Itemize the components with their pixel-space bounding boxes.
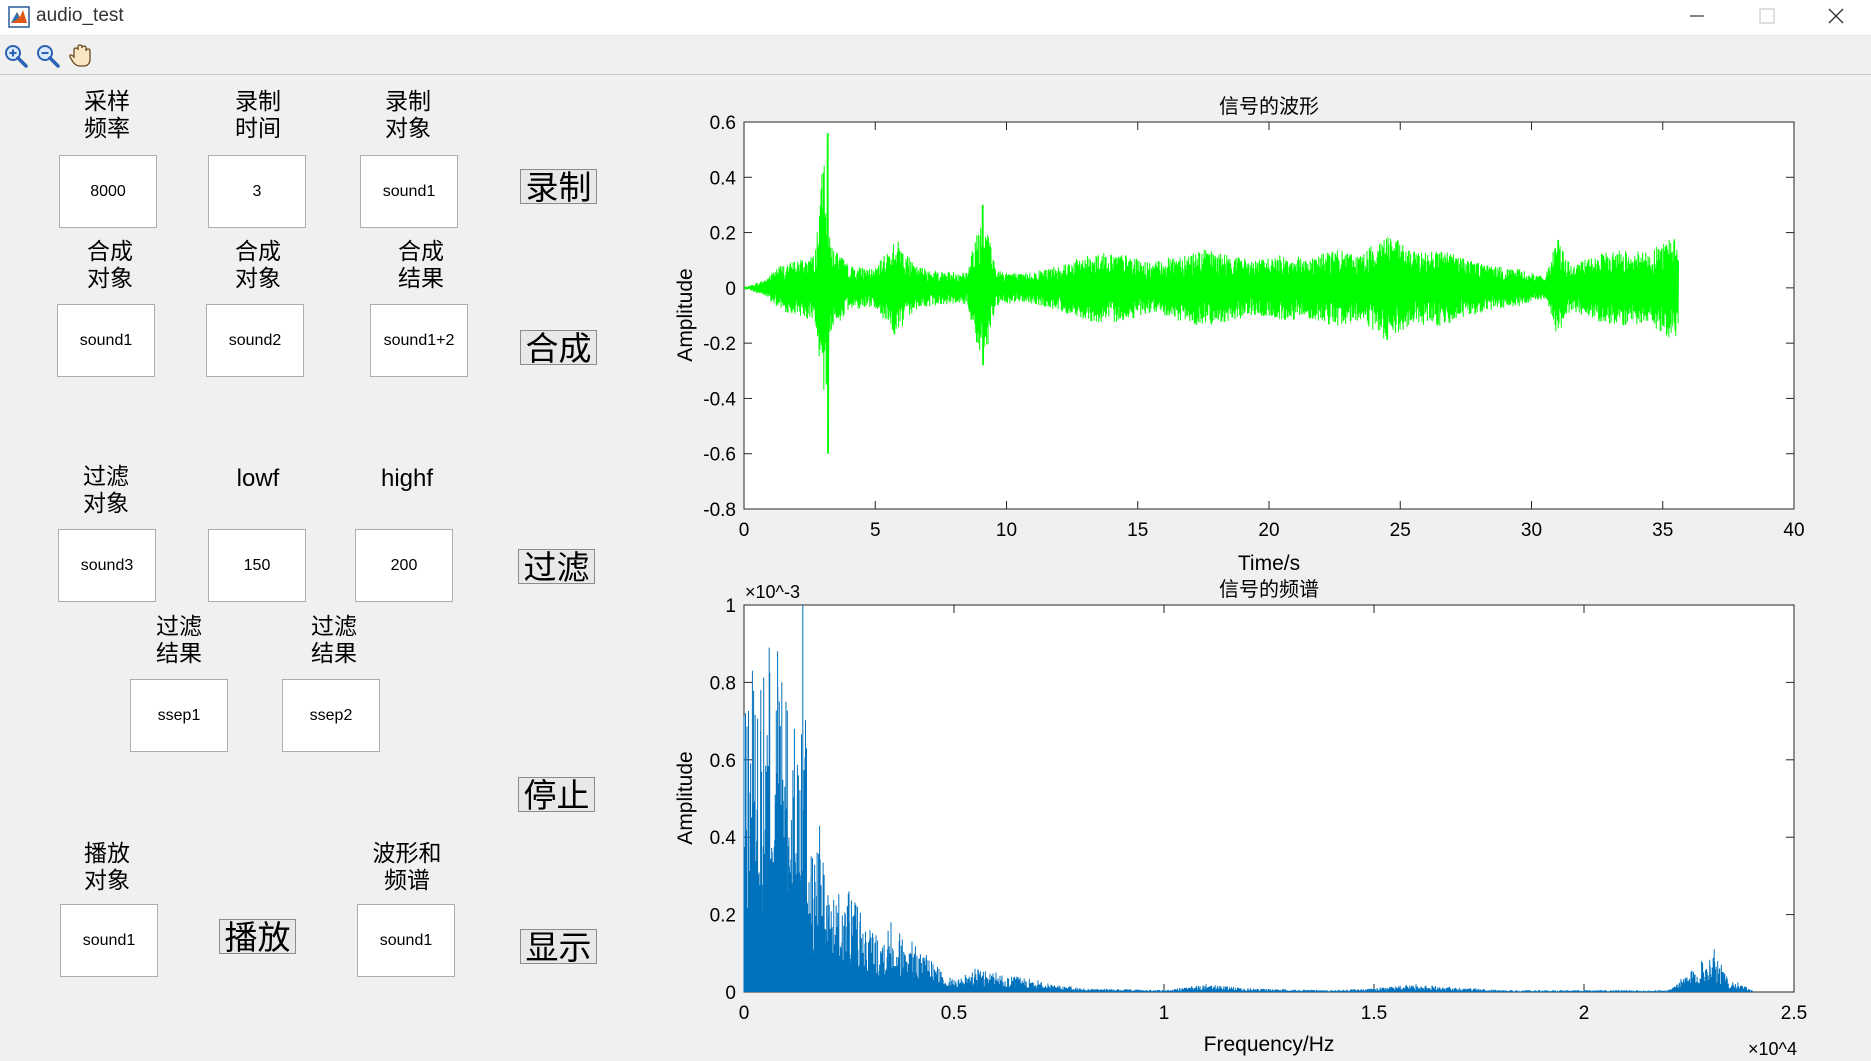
matlab-app-icon xyxy=(8,6,30,28)
record-target-label: 录制 对象 xyxy=(385,89,431,142)
spectrum-ytick-label: 1 xyxy=(725,596,736,617)
record-button[interactable]: 录制 xyxy=(520,169,597,205)
spectrum-xtick-label: 2 xyxy=(1579,1003,1590,1024)
waveform-ytick-label: 0 xyxy=(725,279,736,300)
spectrum-y-multiplier: ×10^-3 xyxy=(745,582,800,602)
waveform-xtick-label: 5 xyxy=(870,520,881,541)
waveform-xtick-label: 25 xyxy=(1390,520,1411,541)
synth-object2-label: 合成 对象 xyxy=(235,239,281,292)
play-button[interactable]: 播放 xyxy=(219,919,296,955)
waveform-xtick-label: 35 xyxy=(1652,520,1673,541)
play-target-field[interactable]: sound1 xyxy=(60,904,158,977)
spectrum-stems xyxy=(743,605,1753,992)
sampling-rate-label: 采样 频率 xyxy=(84,89,130,142)
record-time-label: 录制 时间 xyxy=(235,89,281,142)
waveform-xtick-label: 0 xyxy=(739,520,750,541)
display-target-label: 波形和 频谱 xyxy=(372,841,442,894)
spectrum-xtick-label: 2.5 xyxy=(1781,1003,1807,1024)
waveform-ytick-label: -0.8 xyxy=(703,500,736,521)
synth-object1-label: 合成 对象 xyxy=(87,239,133,292)
record-time-field[interactable]: 3 xyxy=(208,155,306,228)
spectrum-ylabel: Amplitude xyxy=(674,751,697,844)
spectrum-xtick-label: 1.5 xyxy=(1361,1003,1387,1024)
waveform-xtick-label: 10 xyxy=(996,520,1017,541)
record-target-field[interactable]: sound1 xyxy=(360,155,458,228)
filter-button[interactable]: 过滤 xyxy=(518,549,595,585)
waveform-xtick-label: 40 xyxy=(1783,520,1804,541)
play-target-label: 播放 对象 xyxy=(84,841,130,894)
spectrum-title: 信号的频谱 xyxy=(1219,578,1319,601)
synth-object2-field[interactable]: sound2 xyxy=(206,304,304,377)
spectrum-ytick-label: 0 xyxy=(725,983,736,1004)
spectrum-xtick-label: 1 xyxy=(1159,1003,1170,1024)
waveform-plot[interactable]: 信号的波形 Time/s Amplitude 0 5 10 15 20 25 30 35 400… xyxy=(674,95,1805,575)
spectrum-x-multiplier: ×10^4 xyxy=(1748,1039,1797,1059)
highf-label: highf xyxy=(380,465,434,492)
lowf-field[interactable]: 150 xyxy=(208,529,306,602)
filter-target-label: 过滤 对象 xyxy=(83,464,129,517)
title-bar: audio_test xyxy=(0,0,1871,36)
filter-result1-label: 过滤 结果 xyxy=(156,614,202,667)
waveform-ytick-label: -0.2 xyxy=(703,334,736,355)
pan-hand-icon[interactable] xyxy=(67,42,95,70)
zoom-out-icon[interactable] xyxy=(34,42,62,70)
waveform-xlabel: Time/s xyxy=(1238,552,1300,575)
maximize-icon[interactable] xyxy=(1737,0,1797,35)
synth-object1-field[interactable]: sound1 xyxy=(57,304,155,377)
spectrum-ytick-label: 0.4 xyxy=(710,828,737,849)
lowf-label: lowf xyxy=(236,465,280,492)
waveform-ytick-label: -0.4 xyxy=(703,389,736,410)
spectrum-axes-box xyxy=(743,604,1795,993)
figure-toolbar xyxy=(0,36,1871,75)
sampling-rate-field[interactable]: 8000 xyxy=(59,155,157,228)
synthesize-button[interactable]: 合成 xyxy=(520,330,597,366)
waveform-ytick-label: 0.2 xyxy=(710,224,736,245)
waveform-ytick-label: 0.4 xyxy=(710,168,737,189)
spectrum-plot[interactable]: 信号的频谱 Frequency/Hz Amplitude ×10^-3 ×10^… xyxy=(674,578,1807,1059)
zoom-in-icon[interactable] xyxy=(2,42,30,70)
filter-result2-label: 过滤 结果 xyxy=(311,614,357,667)
stop-button[interactable]: 停止 xyxy=(518,777,595,813)
display-target-field[interactable]: sound1 xyxy=(357,904,455,977)
spectrum-ytick-label: 0.6 xyxy=(710,751,736,772)
window-title: audio_test xyxy=(36,5,124,26)
filter-target-field[interactable]: sound3 xyxy=(58,529,156,602)
waveform-series xyxy=(743,133,1679,454)
spectrum-xtick-label: 0.5 xyxy=(941,1003,967,1024)
spectrum-xlabel: Frequency/Hz xyxy=(1204,1033,1335,1056)
display-button[interactable]: 显示 xyxy=(520,929,597,965)
spectrum-ytick-label: 0.2 xyxy=(710,906,736,927)
waveform-ticks: 0 5 10 15 20 25 30 35 40 0.6 0.4 0.2 0 -0.2 -0.4 -0.6 -0… xyxy=(703,113,1804,541)
spectrum-xtick-label: 0 xyxy=(739,1003,750,1024)
synth-result-field[interactable]: sound1+2 xyxy=(370,304,468,377)
waveform-line xyxy=(743,133,1679,454)
minimize-icon[interactable] xyxy=(1668,0,1728,35)
spectrum-ticks: 0 0.5 1 1.5 2 2.5 1 0.8 0.6 0.4 0.2 0 xyxy=(710,596,1808,1024)
spectrum-series xyxy=(743,605,1753,992)
waveform-xtick-label: 30 xyxy=(1521,520,1542,541)
filter-result2-field[interactable]: ssep2 xyxy=(282,679,380,752)
highf-field[interactable]: 200 xyxy=(355,529,453,602)
synth-result-label: 合成 结果 xyxy=(398,239,444,292)
close-icon[interactable] xyxy=(1806,0,1866,35)
waveform-ylabel: Amplitude xyxy=(674,268,697,361)
waveform-title: 信号的波形 xyxy=(1219,95,1319,118)
waveform-xtick-label: 15 xyxy=(1127,520,1148,541)
filter-result1-field[interactable]: ssep1 xyxy=(130,679,228,752)
waveform-ytick-label: -0.6 xyxy=(703,445,736,466)
waveform-ytick-label: 0.6 xyxy=(710,113,736,134)
waveform-xtick-label: 20 xyxy=(1258,520,1279,541)
spectrum-ytick-label: 0.8 xyxy=(710,673,736,694)
